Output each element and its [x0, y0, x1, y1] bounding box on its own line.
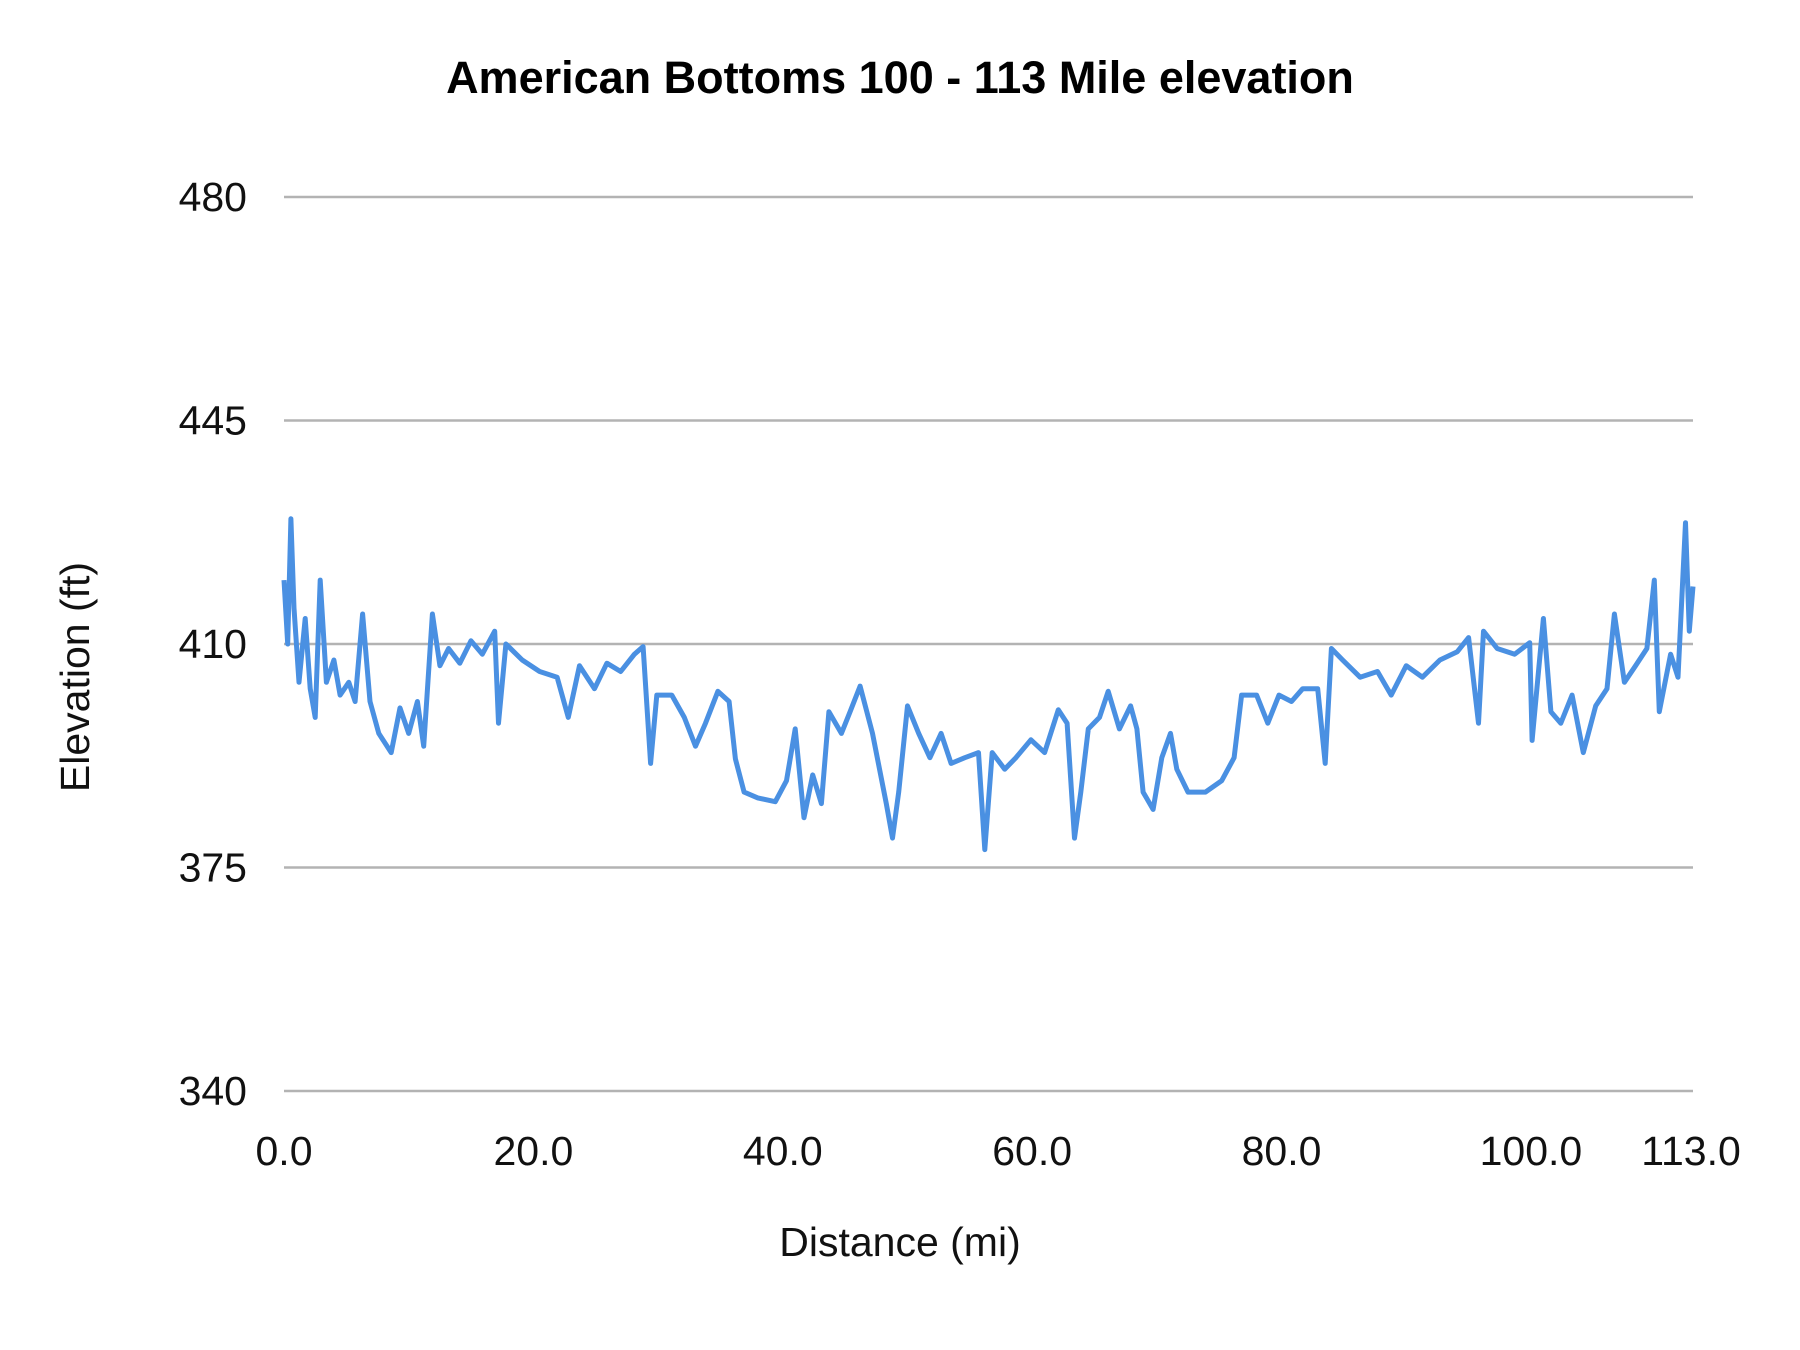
x-tick-label: 0.0 — [256, 1128, 313, 1174]
x-tick-label: 100.0 — [1480, 1128, 1583, 1174]
y-tick-label: 480 — [179, 174, 247, 220]
gridlines — [284, 195, 1693, 1093]
series-line-elevation — [281, 516, 1696, 853]
y-axis-label: Elevation (ft) — [52, 562, 98, 792]
chart-title: American Bottoms 100 - 113 Mile elevatio… — [446, 52, 1354, 103]
x-axis-label: Distance (mi) — [779, 1219, 1020, 1265]
y-axis-ticks: 340 375 410 445 480 — [179, 174, 247, 1114]
y-tick-label: 340 — [179, 1068, 247, 1114]
x-tick-label: 80.0 — [1242, 1128, 1322, 1174]
x-tick-label: 40.0 — [743, 1128, 823, 1174]
x-tick-label: 20.0 — [493, 1128, 573, 1174]
y-tick-label: 410 — [179, 621, 247, 667]
x-axis-ticks: 0.0 20.0 40.0 60.0 80.0 100.0 113.0 — [256, 1128, 1741, 1174]
y-tick-label: 445 — [179, 398, 247, 444]
y-tick-label: 375 — [179, 845, 247, 891]
x-tick-label: 60.0 — [992, 1128, 1072, 1174]
x-tick-label: 113.0 — [1641, 1128, 1741, 1174]
